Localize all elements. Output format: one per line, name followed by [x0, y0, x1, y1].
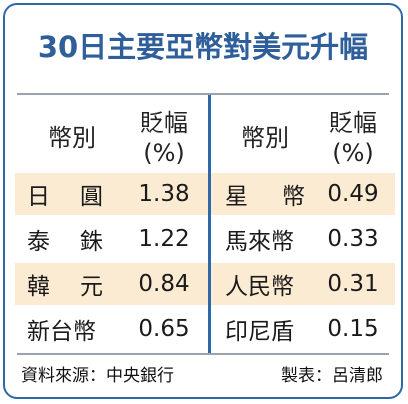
change-value: 1.38 — [138, 181, 190, 207]
change-value: 0.65 — [138, 316, 190, 342]
table-title: 30日主要亞幣對美元升幅 — [37, 30, 369, 64]
column-divider — [208, 95, 211, 353]
header-currency-right: 幣別 — [215, 101, 315, 175]
source-note: 資料來源：中央銀行 — [21, 365, 174, 386]
change-value: 0.15 — [327, 316, 379, 342]
currency-name-twd: 新台幣 — [27, 319, 96, 345]
currency-name-cny: 人民幣 — [225, 274, 294, 300]
maker-note: 製表：呂清郎 — [281, 365, 383, 386]
change-value: 0.84 — [138, 271, 190, 297]
currency-name-thb: 泰銖 — [27, 229, 103, 255]
currency-name-jpy: 日圓 — [27, 184, 103, 210]
currency-name-myr: 馬來幣 — [225, 229, 294, 255]
change-value: 0.31 — [327, 271, 379, 297]
currency-name-sgd: 星幣 — [225, 184, 305, 210]
header-currency-label: 幣別 — [48, 124, 96, 152]
change-value: 0.49 — [327, 181, 379, 207]
header-change-unit: (%) — [332, 139, 374, 167]
table-card: 30日主要亞幣對美元升幅 幣別 貶幅 (%) 幣別 貶幅 (%) 日圓 1.38… — [3, 3, 403, 399]
currency-name-idr: 印尼盾 — [225, 319, 294, 345]
currency-name-krw: 韓元 — [27, 274, 103, 300]
bottom-rule — [17, 353, 389, 355]
header-change-unit: (%) — [143, 139, 185, 167]
row-shade — [15, 263, 395, 305]
header-currency-label: 幣別 — [241, 124, 289, 152]
row-shade — [15, 173, 395, 215]
header-change-label: 貶幅 — [329, 109, 377, 137]
header-change-left: 貶幅 (%) — [123, 101, 205, 175]
header-change-right: 貶幅 (%) — [309, 101, 397, 175]
header-currency-left: 幣別 — [27, 101, 117, 175]
header-change-label: 貶幅 — [140, 109, 188, 137]
change-value: 1.22 — [138, 226, 190, 252]
change-value: 0.33 — [327, 226, 379, 252]
top-rule — [17, 93, 389, 95]
